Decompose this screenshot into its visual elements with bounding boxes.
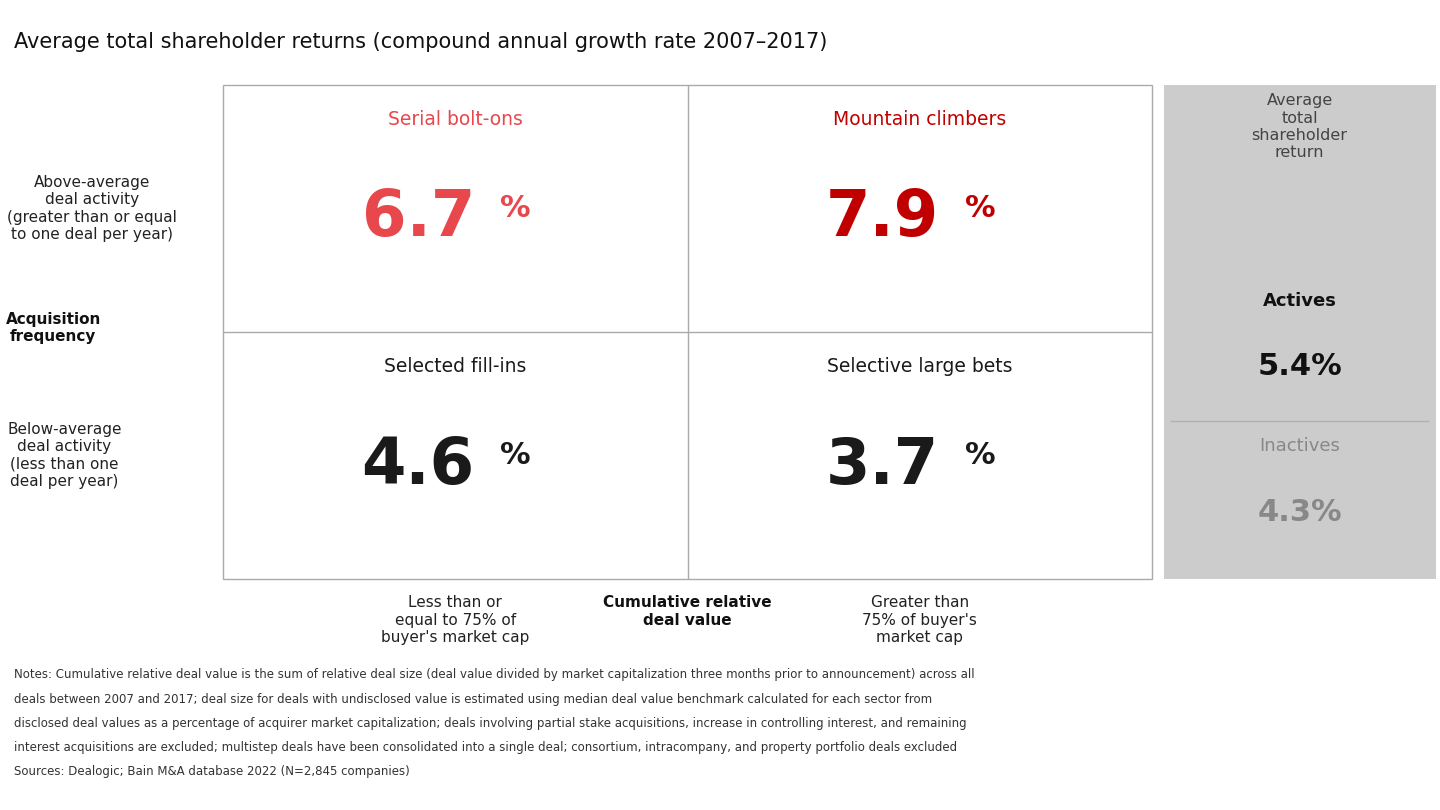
Text: Mountain climbers: Mountain climbers [834, 110, 1007, 129]
Text: Notes: Cumulative relative deal value is the sum of relative deal size (deal val: Notes: Cumulative relative deal value is… [14, 668, 975, 681]
Text: Selected fill-ins: Selected fill-ins [384, 357, 527, 376]
Text: 4.6: 4.6 [361, 434, 475, 497]
Text: Acquisition
frequency: Acquisition frequency [6, 312, 101, 344]
Text: Greater than
75% of buyer's
market cap: Greater than 75% of buyer's market cap [863, 595, 978, 645]
Text: Actives: Actives [1263, 292, 1336, 309]
Text: disclosed deal values as a percentage of acquirer market capitalization; deals i: disclosed deal values as a percentage of… [14, 717, 968, 730]
Text: Serial bolt-ons: Serial bolt-ons [387, 110, 523, 129]
Text: interest acquisitions are excluded; multistep deals have been consolidated into : interest acquisitions are excluded; mult… [14, 741, 958, 754]
Text: Below-average
deal activity
(less than one
deal per year): Below-average deal activity (less than o… [7, 422, 122, 489]
Text: %: % [965, 441, 995, 470]
Text: 6.7: 6.7 [361, 187, 475, 249]
Text: Sources: Dealogic; Bain M&A database 2022 (N=2,845 companies): Sources: Dealogic; Bain M&A database 202… [14, 765, 410, 778]
Text: Average total shareholder returns (compound annual growth rate 2007–2017): Average total shareholder returns (compo… [14, 32, 828, 53]
Text: deals between 2007 and 2017; deal size for deals with undisclosed value is estim: deals between 2007 and 2017; deal size f… [14, 693, 933, 706]
Text: 3.7: 3.7 [827, 434, 939, 497]
Text: Average
total
shareholder
return: Average total shareholder return [1251, 93, 1348, 160]
Text: Inactives: Inactives [1259, 437, 1341, 455]
Text: Cumulative relative
deal value: Cumulative relative deal value [603, 595, 772, 628]
Text: %: % [501, 441, 531, 470]
Text: 5.4%: 5.4% [1257, 352, 1342, 382]
Text: 4.3%: 4.3% [1257, 498, 1342, 527]
Text: Selective large bets: Selective large bets [827, 357, 1012, 376]
Text: Less than or
equal to 75% of
buyer's market cap: Less than or equal to 75% of buyer's mar… [382, 595, 530, 645]
Text: %: % [965, 194, 995, 223]
Text: %: % [501, 194, 531, 223]
Text: 7.9: 7.9 [827, 187, 939, 249]
Text: Above-average
deal activity
(greater than or equal
to one deal per year): Above-average deal activity (greater tha… [7, 175, 177, 242]
